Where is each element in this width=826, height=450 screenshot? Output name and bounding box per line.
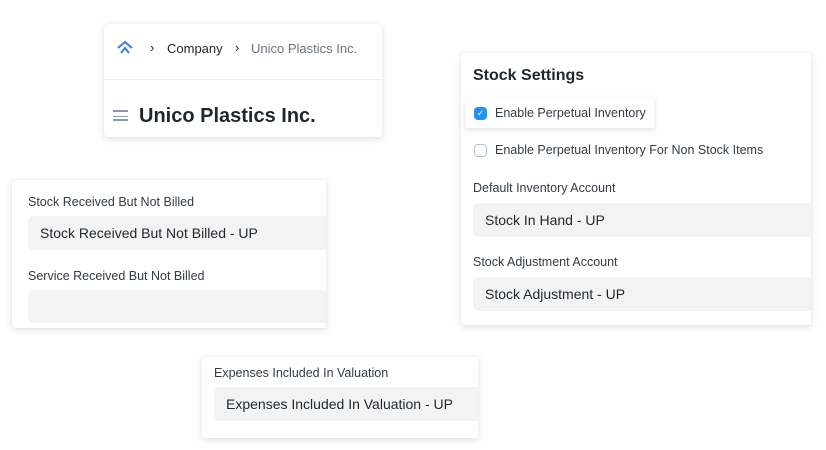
- service-label: Service Received But Not Billed: [28, 269, 205, 283]
- breadcrumb-separator-icon: ›: [235, 40, 240, 55]
- page-title: Unico Plastics Inc.: [139, 105, 316, 127]
- breadcrumb-current[interactable]: Unico Plastics Inc.: [251, 41, 358, 56]
- section-title: Stock Settings: [473, 67, 585, 84]
- stock-settings-card: Stock Settings ✓ Enable Perpetual Invent…: [461, 53, 811, 325]
- enable-perpetual-checkbox[interactable]: ✓: [474, 107, 487, 120]
- divider: [104, 79, 382, 80]
- default-inventory-label: Default Inventory Account: [473, 181, 616, 195]
- breadcrumb-separator-icon: ›: [150, 40, 155, 55]
- expenses-input[interactable]: Expenses Included In Valuation - UP: [214, 387, 478, 421]
- expenses-card: Expenses Included In Valuation Expenses …: [202, 357, 478, 438]
- service-input[interactable]: [28, 290, 326, 323]
- expenses-label: Expenses Included In Valuation: [214, 366, 389, 380]
- menu-icon[interactable]: [113, 110, 128, 121]
- app-logo-icon[interactable]: [116, 39, 134, 60]
- received-not-billed-card: Stock Received But Not Billed Stock Rece…: [12, 180, 326, 328]
- default-inventory-input[interactable]: Stock In Hand - UP: [473, 203, 811, 237]
- srbnb-label: Stock Received But Not Billed: [28, 195, 195, 209]
- enable-non-stock-checkbox[interactable]: [474, 144, 487, 157]
- adjustment-input[interactable]: Stock Adjustment - UP: [473, 277, 811, 311]
- enable-non-stock-label[interactable]: Enable Perpetual Inventory For Non Stock…: [495, 143, 764, 157]
- adjustment-label: Stock Adjustment Account: [473, 255, 618, 269]
- breadcrumb-company[interactable]: Company: [167, 41, 223, 56]
- enable-perpetual-highlight: [466, 98, 654, 128]
- company-header-card: › Company › Unico Plastics Inc. Unico Pl…: [104, 24, 382, 137]
- enable-perpetual-label[interactable]: Enable Perpetual Inventory: [495, 106, 646, 120]
- srbnb-input[interactable]: Stock Received But Not Billed - UP: [28, 216, 326, 250]
